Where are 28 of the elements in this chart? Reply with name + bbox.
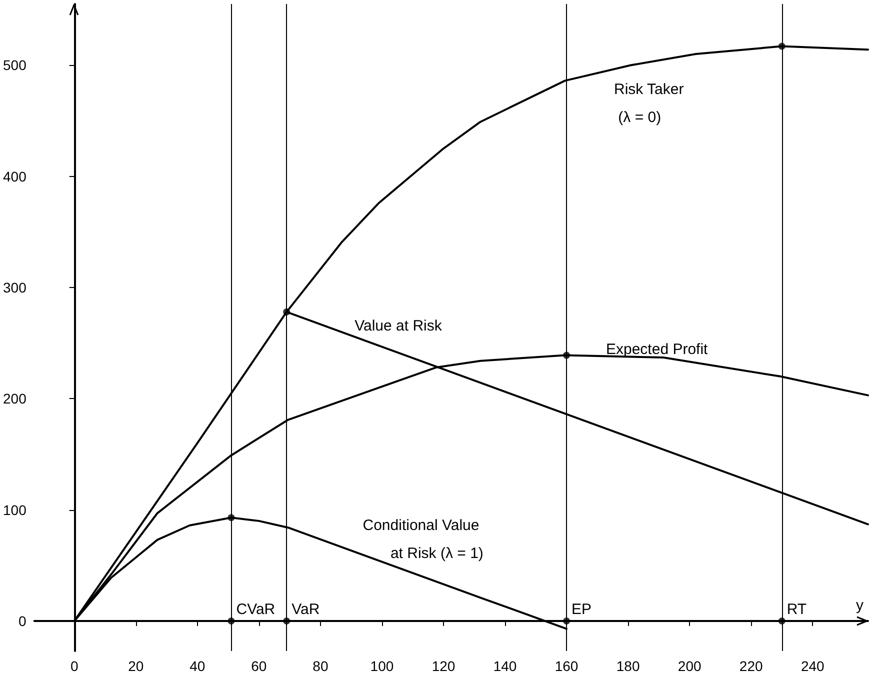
x-tick-label: 220 xyxy=(739,658,763,673)
x-tick-label: 40 xyxy=(190,658,206,673)
y-tick-label: 300 xyxy=(3,279,27,296)
x-tick-label: 240 xyxy=(800,658,825,673)
x-tick-label: 20 xyxy=(128,658,144,673)
ref-line-label: VaR xyxy=(292,600,320,618)
x-tick-label: 80 xyxy=(312,658,328,673)
y-tick-label: 400 xyxy=(3,168,27,184)
series-label: Risk Taker (λ = 0) xyxy=(614,81,684,126)
x-tick-label: 100 xyxy=(370,658,394,673)
ref-line-label: CVaR xyxy=(236,600,276,618)
series-label: Conditional Value at Risk (λ = 1) xyxy=(362,517,484,562)
x-tick-label: 60 xyxy=(251,658,267,673)
x-tick-label: 160 xyxy=(554,658,578,673)
ref-line-label: EP xyxy=(572,600,592,618)
y-tick-label: 500 xyxy=(3,57,27,74)
y-tick-label: 100 xyxy=(3,502,27,518)
y-tick-label: 0 xyxy=(18,612,27,629)
x-tick-label: 120 xyxy=(432,658,456,673)
x-axis-title: y xyxy=(856,596,864,614)
ref-line-label: RT xyxy=(786,600,807,618)
x-tick-label: 180 xyxy=(616,658,640,673)
series-label: Value at Risk xyxy=(354,317,442,334)
series-label: Expected Profit xyxy=(606,340,709,358)
x-tick-label: 140 xyxy=(493,658,517,673)
y-tick-label: 200 xyxy=(3,390,27,407)
x-tick-label: 200 xyxy=(678,658,702,673)
x-tick-label: 0 xyxy=(70,658,78,673)
